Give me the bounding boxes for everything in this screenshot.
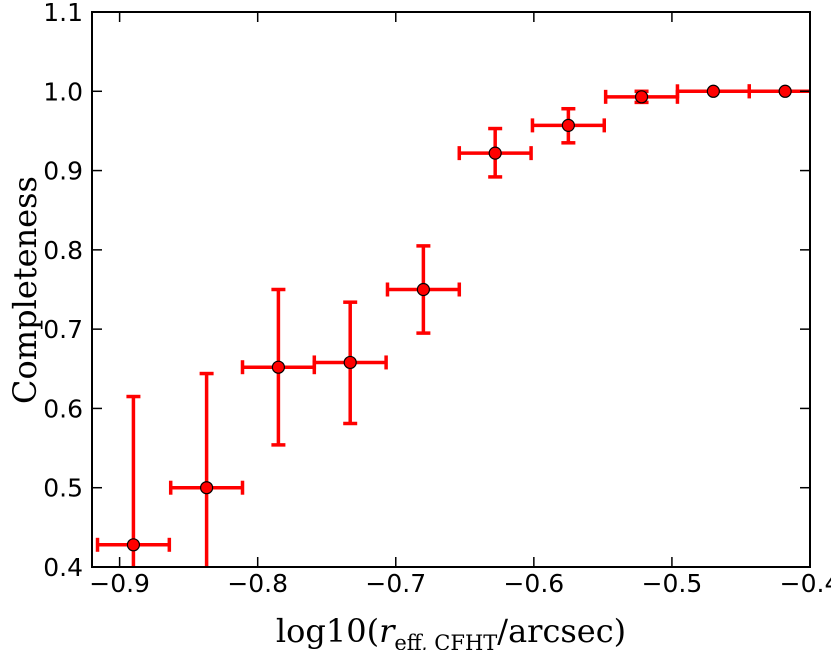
x-tick-label: −0.8 xyxy=(227,569,288,598)
data-point xyxy=(634,90,649,104)
x-tick-label: −0.4 xyxy=(780,569,831,598)
data-point xyxy=(778,84,792,98)
data-point xyxy=(416,282,430,297)
data-point xyxy=(561,118,575,132)
y-tick-label: 1.0 xyxy=(43,77,83,106)
y-tick-label: 1.1 xyxy=(43,0,83,27)
x-tick-label: −0.7 xyxy=(365,569,426,598)
data-point xyxy=(200,481,214,495)
x-tick-label: −0.9 xyxy=(89,569,150,598)
data-point xyxy=(343,355,357,370)
y-tick-label: 0.8 xyxy=(43,236,83,265)
data-point xyxy=(271,360,286,374)
y-tick-label: 0.5 xyxy=(43,474,83,503)
data-point xyxy=(126,538,141,552)
data-marks xyxy=(95,84,810,567)
y-tick-label: 0.9 xyxy=(43,157,83,186)
data-point xyxy=(706,84,720,98)
plot-frame xyxy=(91,11,811,568)
tick-labels: −0.9 −0.8 −0.7 −0.6 −0.5 −0.4 0.4 0.5 0.6 0.7 0.8 0… xyxy=(43,0,831,598)
y-tick-label: 0.4 xyxy=(43,553,83,582)
x-tick-label: −0.5 xyxy=(642,569,703,598)
error-bar-series xyxy=(95,84,810,567)
x-tick-label: −0.6 xyxy=(503,569,564,598)
y-axis-title: Completeness xyxy=(6,176,44,404)
y-tick-label: 0.6 xyxy=(43,394,83,423)
axis-ticks xyxy=(92,11,811,568)
data-point xyxy=(488,146,502,160)
x-axis-title: log10(reff, CFHT/arcsec) xyxy=(276,612,626,650)
y-tick-label: 0.7 xyxy=(43,315,83,344)
